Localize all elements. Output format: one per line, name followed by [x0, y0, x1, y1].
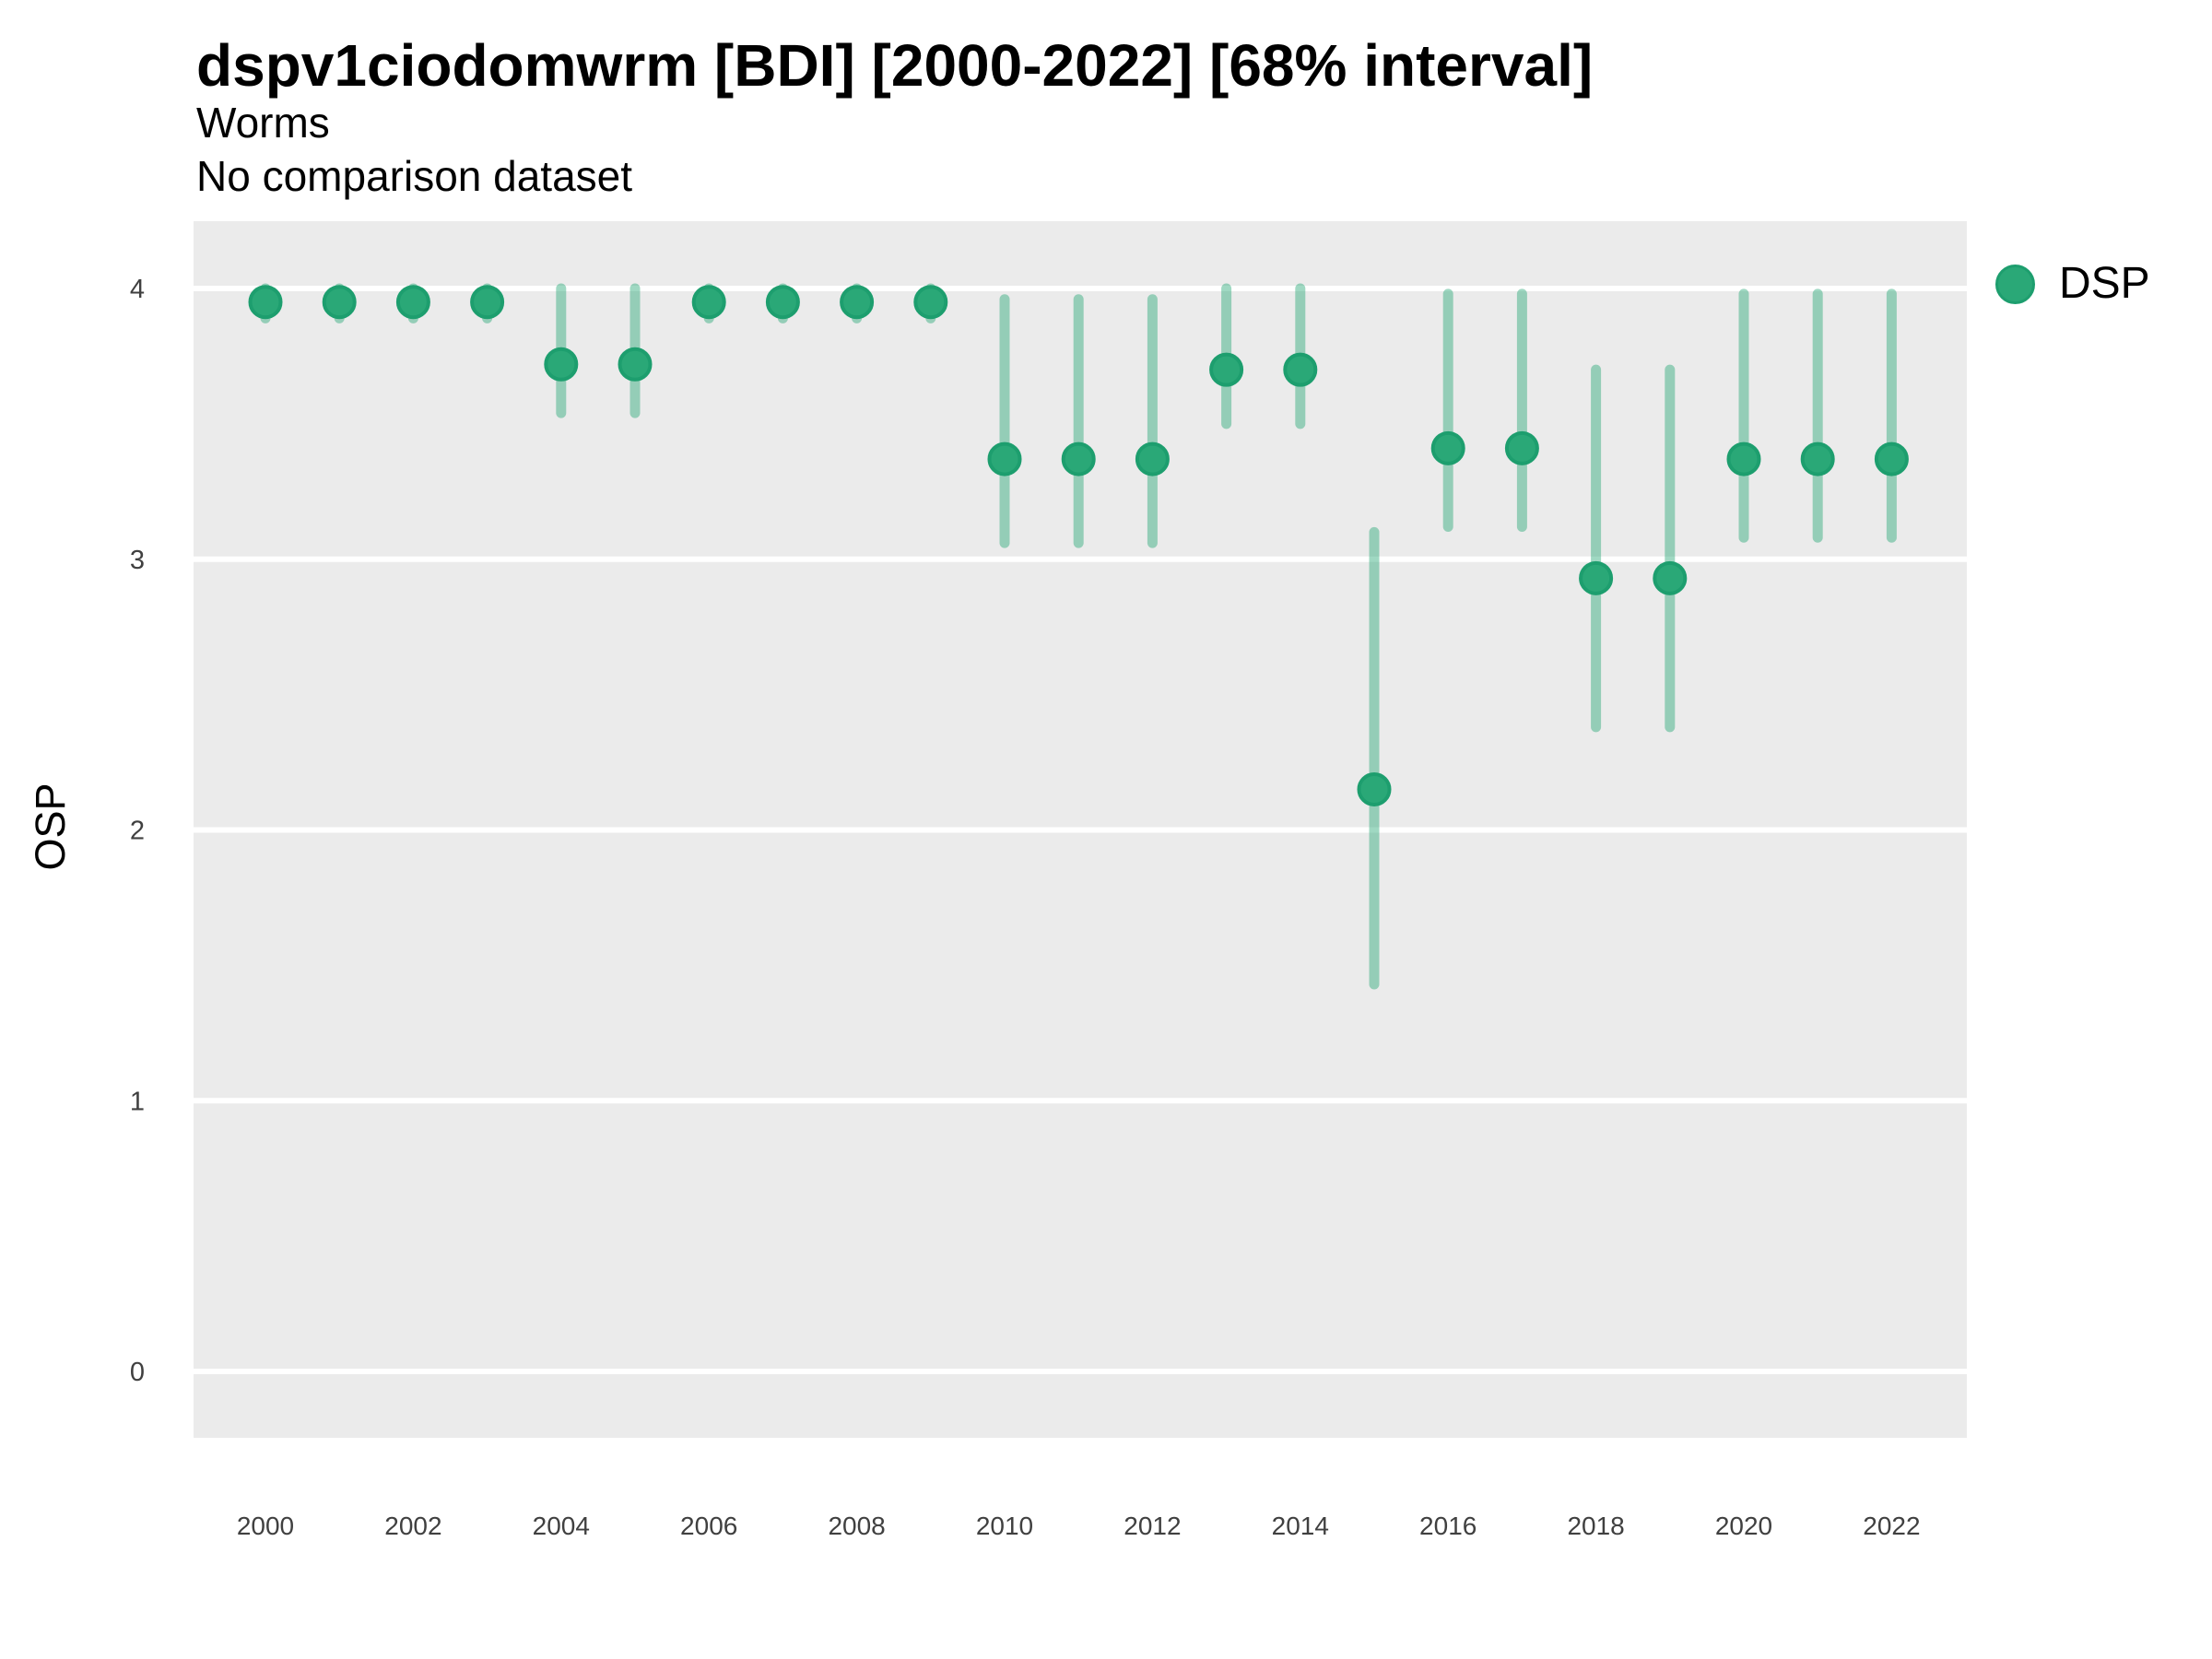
y-axis-title: OSP — [27, 782, 74, 871]
legend: DSP — [1995, 262, 2150, 306]
data-point-2018 — [1579, 560, 1614, 595]
data-point-2022 — [1874, 441, 1909, 477]
y-tick-label-2: 2 — [130, 817, 145, 846]
x-tick-label-2004: 2004 — [533, 1512, 590, 1540]
data-point-2005 — [618, 347, 653, 382]
y-tick-label-4: 4 — [130, 275, 145, 304]
data-point-2017 — [1504, 430, 1539, 465]
x-tick-label-2002: 2002 — [384, 1512, 441, 1540]
data-point-2020 — [1726, 441, 1761, 477]
x-tick-label-2018: 2018 — [1567, 1512, 1624, 1540]
data-point-2003 — [470, 285, 505, 320]
y-tick-label-3: 3 — [130, 546, 145, 575]
legend-label: DSP — [2059, 259, 2150, 308]
chart-header: dspv1ciodomwrm [BDI] [2000-2022] [68% in… — [196, 35, 1593, 203]
data-point-2006 — [691, 285, 726, 320]
data-point-2015 — [1357, 771, 1392, 806]
data-point-2021 — [1800, 441, 1835, 477]
data-point-2001 — [322, 285, 357, 320]
x-tick-label-2012: 2012 — [1124, 1512, 1181, 1540]
data-point-2009 — [913, 285, 948, 320]
x-tick-label-2014: 2014 — [1272, 1512, 1329, 1540]
x-tick-label-2022: 2022 — [1863, 1512, 1920, 1540]
data-point-2012 — [1135, 441, 1170, 477]
chart-subtitle: Worms — [196, 99, 330, 147]
x-tick-label-2016: 2016 — [1419, 1512, 1477, 1540]
page-title: dspv1ciodomwrm [BDI] [2000-2022] [68% in… — [196, 32, 1594, 99]
data-point-2014 — [1283, 352, 1318, 387]
x-tick-label-2008: 2008 — [828, 1512, 885, 1540]
y-tick-label-0: 0 — [130, 1358, 145, 1387]
data-point-2002 — [395, 285, 430, 320]
data-point-2004 — [544, 347, 579, 382]
x-tick-label-2006: 2006 — [680, 1512, 737, 1540]
comparison-note: No comparison dataset — [196, 152, 633, 200]
data-point-2013 — [1209, 352, 1244, 387]
data-point-2011 — [1061, 441, 1096, 477]
x-tick-label-2020: 2020 — [1715, 1512, 1772, 1540]
data-point-2019 — [1653, 560, 1688, 595]
data-point-2000 — [248, 285, 283, 320]
data-point-2007 — [765, 285, 800, 320]
x-tick-label-2010: 2010 — [976, 1512, 1033, 1540]
data-point-2008 — [840, 285, 875, 320]
data-point-2010 — [987, 441, 1022, 477]
legend-point-icon — [1995, 264, 2035, 304]
y-tick-label-1: 1 — [130, 1087, 145, 1116]
data-point-2016 — [1430, 430, 1465, 465]
x-tick-label-2000: 2000 — [237, 1512, 294, 1540]
